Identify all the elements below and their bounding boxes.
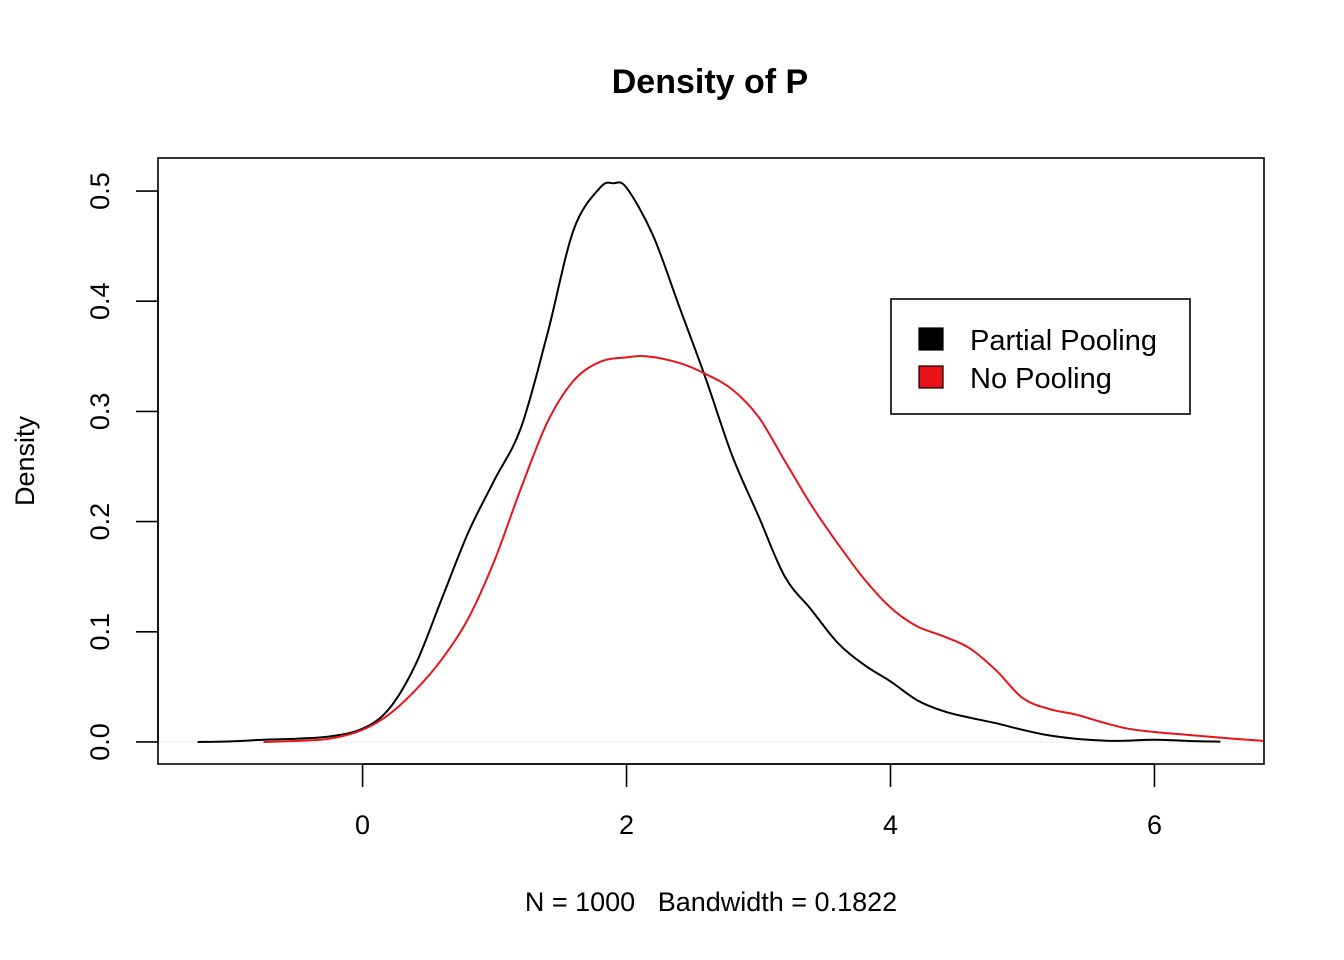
x-tick-label: 2 bbox=[619, 810, 634, 840]
x-tick-label: 0 bbox=[355, 810, 370, 840]
x-axis: 0 2 4 6 bbox=[355, 763, 1162, 840]
x-axis-label: N = 1000 Bandwidth = 0.1822 bbox=[525, 887, 897, 917]
series-line-no-pooling bbox=[263, 354, 1264, 743]
legend-swatch-partial-pooling bbox=[918, 327, 944, 351]
y-tick-label: 0.4 bbox=[85, 282, 115, 320]
legend-label-no-pooling: No Pooling bbox=[970, 363, 1112, 395]
y-tick-label: 0.3 bbox=[85, 393, 115, 431]
x-tick-label: 6 bbox=[1147, 810, 1162, 840]
legend-swatch-no-pooling bbox=[918, 365, 944, 389]
y-axis: 0.0 0.1 0.2 0.3 0.4 0.5 bbox=[85, 172, 159, 761]
y-tick-label: 0.0 bbox=[85, 723, 115, 761]
chart-title: Density of P bbox=[612, 63, 808, 101]
series-line-partial-pooling bbox=[197, 181, 1221, 743]
series-layer bbox=[197, 181, 1264, 743]
legend-box bbox=[890, 298, 1191, 415]
y-axis-label: Density bbox=[10, 415, 40, 506]
y-tick-label: 0.1 bbox=[85, 613, 115, 651]
legend: Partial Pooling No Pooling bbox=[890, 298, 1191, 415]
legend-label-partial-pooling: Partial Pooling bbox=[970, 325, 1157, 357]
y-tick-label: 0.5 bbox=[85, 172, 115, 210]
x-tick-label: 4 bbox=[883, 810, 898, 840]
y-tick-label: 0.2 bbox=[85, 503, 115, 541]
